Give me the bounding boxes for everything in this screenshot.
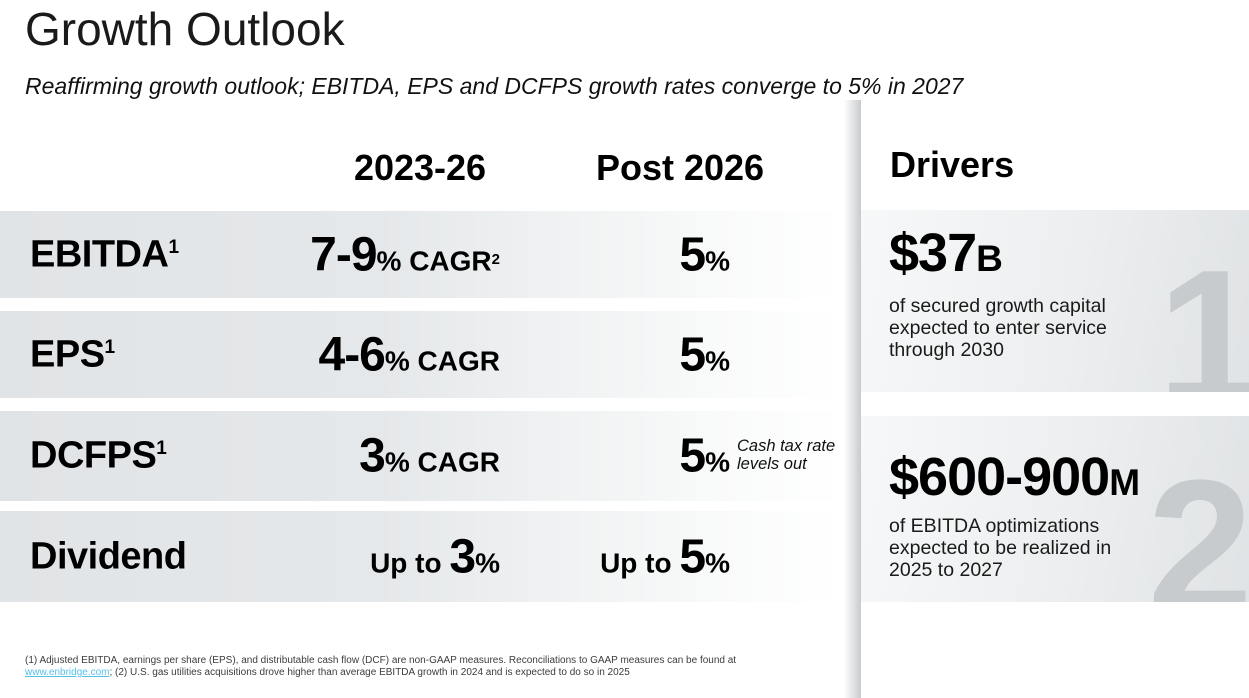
table-row-dividend: Dividend Up to 3% Up to 5% [0, 511, 845, 602]
value-unit: % CAGR [384, 446, 500, 478]
row-label: DCFPS1 [30, 434, 167, 478]
footnote-marker: 2 [491, 250, 500, 268]
column-header-post-2026: Post 2026 [595, 147, 765, 188]
table-row-eps: EPS1 4-6% CAGR 5% [0, 311, 845, 398]
cell-post-2026: 5% [679, 327, 730, 382]
value-number: 7-9 [310, 228, 377, 281]
drivers-heading: Drivers [890, 144, 1015, 185]
driver-description: of EBITDA optimizations expected to be re… [889, 515, 1112, 581]
panel-divider-shadow [844, 100, 861, 698]
slide-subtitle: Reaffirming growth outlook; EBITDA, EPS … [25, 73, 964, 99]
value-unit: % CAGR [376, 245, 492, 276]
row-label-text: DCFPS [30, 434, 157, 477]
driver-value-number: $600-900 [889, 447, 1110, 507]
cell-2023-26: Up to 3% [370, 529, 500, 584]
value-number: 5 [679, 228, 706, 281]
row-label-text: EBITDA [30, 233, 169, 275]
table-row-dcfps: DCFPS1 3% CAGR 5% Cash tax rate levels ou… [0, 411, 845, 501]
driver-value: $600-900M [889, 450, 1140, 504]
value-unit: % [705, 547, 730, 578]
annotation-line: Cash tax rate [737, 437, 836, 456]
driver-description-line: through 2030 [889, 338, 1004, 361]
footnote-marker: 1 [156, 437, 167, 459]
cell-post-2026: Up to 5% [600, 529, 730, 584]
value-unit: % [475, 547, 500, 578]
value-prefix: Up to [370, 547, 450, 578]
footnote-text: ; (2) U.S. gas utilities acquisitions dr… [109, 666, 630, 678]
value-prefix: Up to [600, 547, 680, 578]
driver-description-line: expected to enter service [889, 316, 1107, 339]
cell-post-2026: 5% [679, 227, 730, 282]
column-header-2023-26: 2023-26 [353, 147, 487, 188]
driver-value: $37B [889, 226, 1003, 280]
row-label: Dividend [30, 535, 187, 578]
driver-value-unit: B [976, 238, 1003, 279]
row-label: EBITDA1 [30, 233, 179, 276]
cell-2023-26: 3% CAGR [359, 429, 500, 484]
driver-description-line: of EBITDA optimizations [889, 515, 1100, 537]
cell-2023-26: 4-6% CAGR [319, 327, 501, 382]
cell-2023-26: 7-9% CAGR2 [310, 227, 500, 282]
row-label-text: Dividend [30, 535, 187, 577]
value-unit: % [705, 446, 730, 478]
driver-description-line: expected to be realized in [889, 536, 1112, 559]
footnote-marker: 1 [168, 236, 179, 258]
enbridge-link[interactable]: www.enbridge.com [25, 666, 110, 678]
watermark-number-2: 2 [1147, 441, 1249, 602]
driver-card-1: 1 $37B of secured growth capital expected… [861, 210, 1249, 392]
value-number: 3 [359, 429, 386, 483]
footnote: (1) Adjusted EBITDA, earnings per share … [25, 655, 815, 679]
value-number: 5 [679, 328, 706, 381]
cell-annotation: Cash tax rate levels out [737, 437, 836, 474]
annotation-line: levels out [737, 455, 807, 473]
driver-description: of secured growth capital expected to ent… [889, 295, 1107, 361]
footnote-text: (1) Adjusted EBITDA, earnings per share … [25, 655, 737, 666]
value-unit: % [705, 345, 730, 376]
table-row-ebitda: EBITDA1 7-9% CAGR2 5% [0, 211, 845, 298]
driver-value-number: $37 [889, 223, 977, 283]
value-number: 5 [679, 429, 706, 483]
driver-description-line: 2025 to 2027 [889, 558, 1003, 581]
value-unit: % [705, 245, 730, 276]
value-number: 5 [679, 530, 706, 583]
row-label: EPS1 [30, 333, 115, 376]
cell-post-2026: 5% [679, 429, 730, 484]
value-number: 4-6 [318, 328, 386, 381]
footnote-marker: 1 [104, 336, 116, 358]
watermark-number-1: 1 [1157, 231, 1249, 392]
driver-card-2: 2 $600-900M of EBITDA optimizations expec… [861, 416, 1249, 602]
row-label-text: EPS [30, 333, 105, 375]
driver-value-unit: M [1109, 462, 1141, 503]
page-title: Growth Outlook [25, 3, 345, 55]
driver-description-line: of secured growth capital [889, 295, 1106, 317]
value-unit: % CAGR [384, 345, 500, 376]
value-number: 3 [449, 530, 476, 583]
